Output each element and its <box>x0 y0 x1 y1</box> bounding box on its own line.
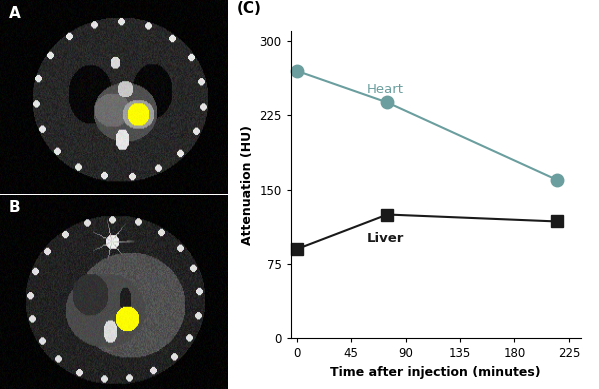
Text: B: B <box>9 200 21 216</box>
X-axis label: Time after injection (minutes): Time after injection (minutes) <box>331 366 541 379</box>
Text: A: A <box>9 6 21 21</box>
Text: Liver: Liver <box>367 232 404 245</box>
Text: (C): (C) <box>237 0 262 16</box>
Text: Heart: Heart <box>367 82 404 96</box>
Y-axis label: Attenuation (HU): Attenuation (HU) <box>241 125 253 245</box>
